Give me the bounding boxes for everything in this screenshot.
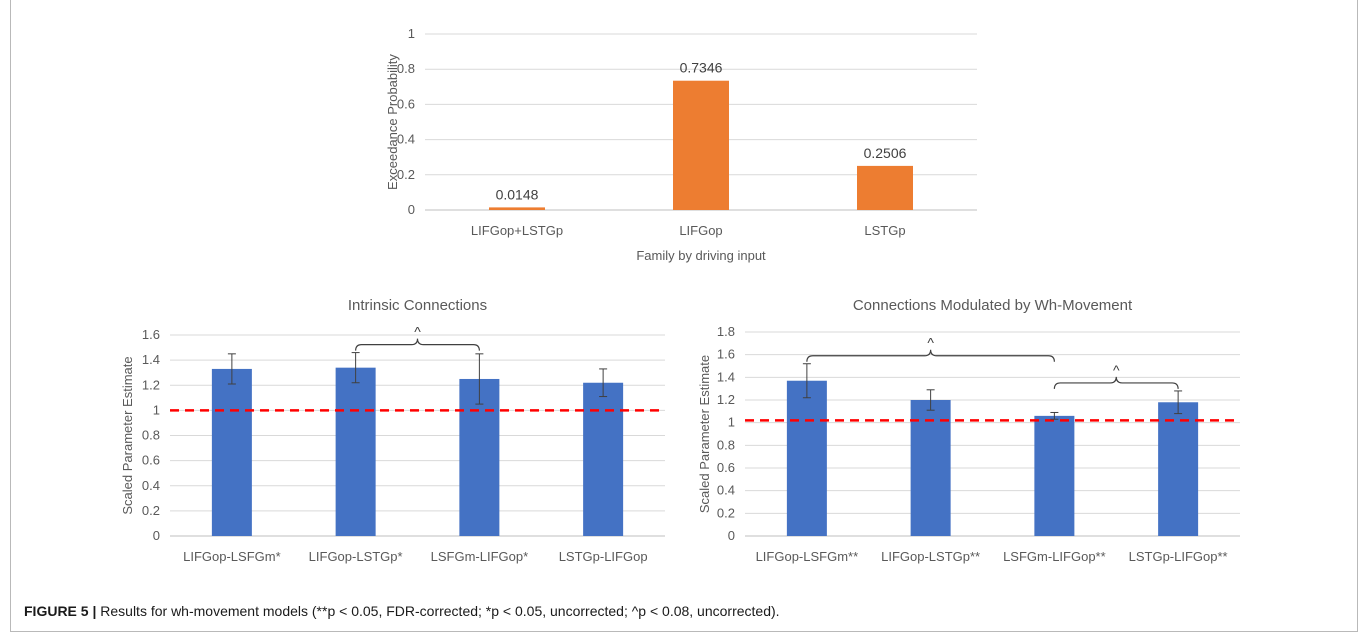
x-tick-label: LIFGop-LSTGp* xyxy=(309,549,403,564)
y-tick-label: 0.2 xyxy=(717,505,735,520)
y-axis-title: Scaled Parameter Estimate xyxy=(697,355,712,513)
y-tick-label: 1.4 xyxy=(717,369,735,384)
x-tick-label: LIFGop-LSTGp** xyxy=(881,549,980,564)
bar xyxy=(1158,402,1199,536)
y-tick-label: 1 xyxy=(153,402,160,417)
figure-caption: FIGURE 5 | Results for wh-movement model… xyxy=(24,603,780,619)
y-tick-label: 0.6 xyxy=(142,453,160,468)
significance-bracket xyxy=(1053,376,1179,389)
bar xyxy=(673,80,729,210)
bar xyxy=(910,400,951,536)
y-axis-title: Exceedance Probability xyxy=(385,54,400,190)
y-tick-label: 1.8 xyxy=(717,324,735,339)
chart-title: Intrinsic Connections xyxy=(348,297,487,314)
bar xyxy=(211,368,252,536)
x-tick-label: LSTGp-LIFGop xyxy=(559,549,648,564)
y-tick-label: 1.6 xyxy=(142,327,160,342)
figure-frame xyxy=(10,0,1358,632)
y-tick-label: 1 xyxy=(408,26,415,41)
significance-marker: ^ xyxy=(414,324,421,340)
y-tick-label: 0.2 xyxy=(397,167,415,182)
significance-marker: ^ xyxy=(927,335,934,351)
chart-intrinsic-connections: 0 0.2 0.4 0.6 0.8 1 1.2 1.4 1.6 Intrinsic Connect… xyxy=(120,297,665,564)
y-tick-label: 0.2 xyxy=(142,503,160,518)
bar xyxy=(459,378,500,536)
y-tick-label: 1.4 xyxy=(142,352,160,367)
x-tick-label: LIFGop-LSFGm* xyxy=(183,549,281,564)
y-tick-label: 0.8 xyxy=(397,61,415,76)
y-tick-label: 0.6 xyxy=(397,96,415,111)
y-tick-label: 0.4 xyxy=(717,483,735,498)
y-tick-label: 0 xyxy=(408,202,415,217)
y-tick-label: 0 xyxy=(153,528,160,543)
chart-modulated-connections: 0 0.2 0.4 0.6 0.8 1 1.2 1.4 1.6 1.8 Connections Mo… xyxy=(697,297,1240,564)
y-axis-title: Scaled Parameter Estimate xyxy=(120,356,135,514)
caption-text: Results for wh-movement models (**p < 0.… xyxy=(100,603,780,619)
bar xyxy=(489,207,545,210)
data-label: 0.7346 xyxy=(680,60,723,76)
chart-title: Connections Modulated by Wh-Movement xyxy=(853,297,1133,314)
y-tick-label: 0.8 xyxy=(142,428,160,443)
x-tick-label: LSTGp xyxy=(864,223,905,238)
x-tick-label: LSFGm-LIFGop* xyxy=(431,549,529,564)
significance-bracket xyxy=(806,349,1055,362)
bar xyxy=(1034,415,1075,536)
data-label: 0.2506 xyxy=(864,145,907,161)
caption-label: FIGURE 5 | xyxy=(24,603,97,619)
y-tick-label: 1.2 xyxy=(717,392,735,407)
y-tick-label: 0.6 xyxy=(717,460,735,475)
y-tick-label: 0.4 xyxy=(397,132,415,147)
x-tick-label: LSTGp-LIFGop** xyxy=(1129,549,1228,564)
bar xyxy=(786,380,827,536)
significance-marker: ^ xyxy=(1113,362,1120,378)
x-tick-label: LIFGop-LSFGm** xyxy=(756,549,859,564)
data-label: 0.0148 xyxy=(496,186,539,202)
bar xyxy=(335,367,376,536)
bar xyxy=(583,382,624,536)
y-tick-label: 1 xyxy=(728,415,735,430)
x-axis-title: Family by driving input xyxy=(636,248,766,263)
y-tick-label: 1.2 xyxy=(142,377,160,392)
bar xyxy=(857,165,913,210)
x-tick-label: LIFGop+LSTGp xyxy=(471,223,563,238)
x-tick-label: LSFGm-LIFGop** xyxy=(1003,549,1106,564)
y-tick-label: 1.6 xyxy=(717,347,735,362)
y-tick-label: 0 xyxy=(728,528,735,543)
x-tick-label: LIFGop xyxy=(679,223,722,238)
y-tick-label: 0.8 xyxy=(717,437,735,452)
y-tick-label: 0.4 xyxy=(142,478,160,493)
chart-family-exceedance: 0 0.2 0.4 0.6 0.8 1 Exceedance Probability Fami… xyxy=(385,26,977,263)
